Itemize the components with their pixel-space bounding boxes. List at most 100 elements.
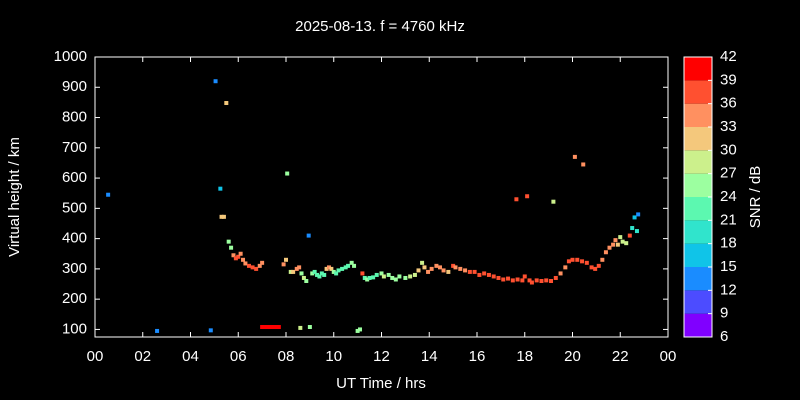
data-point [603, 250, 608, 255]
x-tick-label: 02 [134, 348, 151, 365]
data-point [221, 214, 226, 219]
colorbar-tick-label: 24 [720, 188, 737, 205]
data-point [331, 269, 336, 274]
x-axis-label: UT Time / hrs [336, 375, 426, 392]
data-point [581, 162, 586, 167]
data-point [558, 271, 563, 276]
x-tick-label: 06 [230, 348, 247, 365]
data-point [250, 265, 255, 270]
colorbar-tick-label: 30 [720, 141, 737, 158]
data-point [390, 275, 395, 280]
data-point [358, 327, 363, 332]
data-point [607, 245, 612, 250]
data-point [367, 275, 372, 280]
data-point [458, 266, 463, 271]
y-axis-label: Virtual height / km [6, 137, 23, 257]
data-point [534, 278, 539, 283]
data-point [274, 325, 279, 330]
data-point [243, 261, 248, 266]
data-point [362, 275, 367, 280]
data-point [426, 269, 431, 274]
colorbar-tick-label: 15 [720, 258, 737, 275]
colorbar-segment [684, 220, 712, 244]
data-point [208, 328, 213, 333]
data-point [630, 226, 635, 231]
data-point [453, 265, 458, 270]
data-point [319, 271, 324, 276]
colorbar-tick-label: 6 [720, 328, 728, 345]
data-point [231, 253, 236, 258]
data-point [593, 266, 598, 271]
colorbar-segment [684, 313, 712, 337]
x-tick-label: 16 [469, 348, 486, 365]
colorbar-segment [684, 103, 712, 127]
data-point [284, 257, 288, 262]
data-point [238, 251, 243, 256]
colorbar-tick-label: 36 [720, 95, 737, 112]
x-tick-label: 12 [373, 348, 390, 365]
data-point [246, 263, 251, 268]
data-point [276, 325, 281, 330]
data-point [434, 263, 439, 268]
data-point [301, 275, 306, 280]
data-point [324, 266, 329, 271]
colorbar-tick-label: 12 [720, 281, 737, 298]
data-point [589, 265, 594, 270]
data-point [572, 154, 577, 159]
data-point [334, 271, 339, 276]
colorbar-tick-label: 27 [720, 165, 737, 182]
data-point [515, 277, 520, 282]
colorbar-segment [684, 80, 712, 104]
data-point [381, 274, 386, 279]
colorbar-segment [684, 173, 712, 197]
data-point [477, 272, 482, 277]
y-tick-label: 200 [62, 290, 87, 307]
data-point [624, 241, 629, 246]
data-point [584, 260, 589, 265]
data-point [326, 265, 331, 270]
data-point [304, 279, 309, 283]
data-point [310, 271, 315, 276]
x-tick-label: 08 [278, 348, 295, 365]
data-point [260, 325, 265, 330]
data-point [420, 260, 425, 265]
data-point [355, 328, 360, 333]
data-point [422, 265, 427, 270]
data-point [525, 194, 530, 199]
data-point [106, 192, 111, 197]
x-tick-label: 00 [660, 348, 677, 365]
data-point [257, 263, 262, 268]
data-point [575, 257, 580, 262]
x-tick-label: 00 [87, 348, 104, 365]
data-point [463, 268, 468, 273]
data-point [288, 269, 293, 274]
data-point [269, 325, 274, 330]
y-tick-label: 500 [62, 199, 87, 216]
data-point [553, 275, 558, 280]
y-tick-label: 800 [62, 109, 87, 126]
data-point [307, 325, 312, 330]
data-point [281, 262, 286, 267]
data-point [241, 257, 246, 262]
data-point [441, 268, 446, 273]
data-point [437, 265, 442, 270]
data-point [343, 265, 348, 270]
data-point [563, 265, 568, 270]
data-point [496, 275, 501, 280]
data-point [627, 233, 632, 238]
data-point [317, 274, 322, 279]
data-point [336, 268, 341, 273]
data-point [371, 275, 376, 280]
data-point [636, 212, 641, 217]
data-point [482, 271, 487, 276]
data-point [312, 269, 317, 274]
data-point [634, 229, 639, 234]
y-tick-label: 1000 [54, 48, 87, 65]
colorbar-segment [684, 150, 712, 174]
data-point [632, 215, 637, 220]
colorbar-segment [684, 127, 712, 151]
data-point [233, 256, 238, 261]
data-point [260, 260, 265, 265]
data-point [291, 269, 296, 274]
